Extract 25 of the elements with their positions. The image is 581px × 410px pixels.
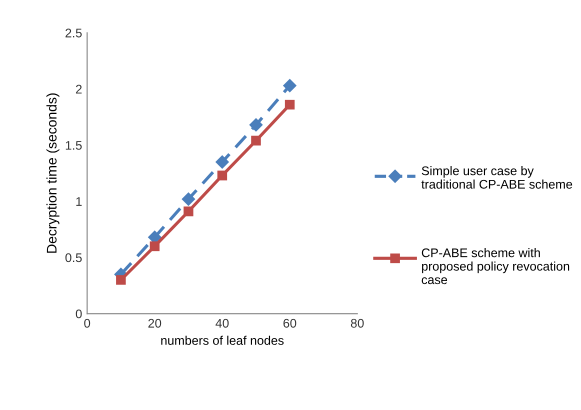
point <box>283 79 296 92</box>
y-tick-label: 1 <box>76 197 82 206</box>
y-axis-title: Decryption time (seconds) <box>46 93 60 253</box>
point <box>116 275 126 285</box>
point <box>251 136 261 146</box>
x-tick-label: 40 <box>216 318 229 328</box>
point <box>150 241 160 252</box>
y-tick-label: 1.5 <box>66 141 82 150</box>
x-tick-label: 60 <box>283 318 296 328</box>
x-axis-title: numbers of leaf nodes <box>161 336 284 345</box>
y-tick-label: 0 <box>76 309 82 318</box>
point <box>217 170 228 180</box>
point <box>184 206 194 216</box>
y-tick-label: 2.5 <box>66 28 82 38</box>
legend-label: CP-ABE scheme with proposed policy revocation case <box>422 248 570 284</box>
y-tick-label: 2 <box>76 84 82 94</box>
point <box>182 192 196 206</box>
point <box>284 100 295 110</box>
y-tick-label: 0.5 <box>65 253 82 262</box>
point <box>249 118 263 132</box>
point <box>216 155 229 169</box>
x-tick-label: 80 <box>350 318 364 328</box>
x-tick-label: 20 <box>148 318 162 328</box>
x-tick-label: 0 <box>84 318 90 328</box>
legend-label: Simple user case by traditional CP-ABE scheme <box>421 166 572 189</box>
